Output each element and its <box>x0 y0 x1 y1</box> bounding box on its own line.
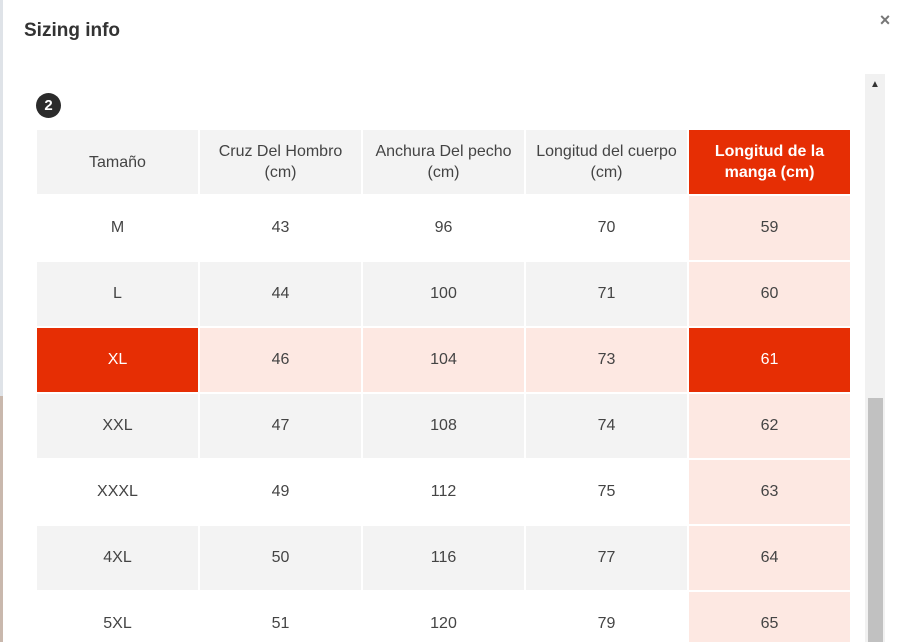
close-button[interactable]: × <box>879 10 891 30</box>
header-body-length: Longitud del cuerpo (cm) <box>526 130 687 194</box>
chest-cell: 120 <box>363 592 524 642</box>
sleeve-length-cell: 62 <box>689 394 850 458</box>
chest-cell: 112 <box>363 460 524 524</box>
table-body: M 43 96 70 59 L 44 100 71 60 XL 46 104 73 61 XXL 47 108 74… <box>37 196 850 642</box>
chest-cell: 100 <box>363 262 524 326</box>
table-row: XXL 47 108 74 62 <box>37 394 850 458</box>
header-chest: Anchura Del pecho (cm) <box>363 130 524 194</box>
size-cell: 4XL <box>37 526 198 590</box>
background-edge-lower <box>0 396 3 642</box>
header-shoulder: Cruz Del Hombro (cm) <box>200 130 361 194</box>
size-cell: XL <box>37 328 198 392</box>
scroll-up-arrow-icon[interactable]: ▲ <box>870 79 880 90</box>
size-table-container: Tamaño Cruz Del Hombro (cm) Anchura Del … <box>37 130 852 642</box>
sleeve-length-cell: 64 <box>689 526 850 590</box>
body-length-cell: 75 <box>526 460 687 524</box>
step-number-badge: 2 <box>36 93 61 118</box>
chest-cell: 96 <box>363 196 524 260</box>
size-cell: M <box>37 196 198 260</box>
table-row: 5XL 51 120 79 65 <box>37 592 850 642</box>
table-header-row: Tamaño Cruz Del Hombro (cm) Anchura Del … <box>37 130 850 194</box>
scrollbar-thumb[interactable] <box>868 398 883 642</box>
header-size: Tamaño <box>37 130 198 194</box>
body-length-cell: 70 <box>526 196 687 260</box>
table-row: M 43 96 70 59 <box>37 196 850 260</box>
chest-cell: 108 <box>363 394 524 458</box>
table-row: XL 46 104 73 61 <box>37 328 850 392</box>
table-row: 4XL 50 116 77 64 <box>37 526 850 590</box>
body-length-cell: 71 <box>526 262 687 326</box>
sleeve-length-cell: 63 <box>689 460 850 524</box>
body-length-cell: 73 <box>526 328 687 392</box>
chest-cell: 104 <box>363 328 524 392</box>
table-row: L 44 100 71 60 <box>37 262 850 326</box>
header-sleeve-length: Longitud de la manga (cm) <box>689 130 850 194</box>
shoulder-cell: 47 <box>200 394 361 458</box>
sleeve-length-cell: 65 <box>689 592 850 642</box>
body-length-cell: 77 <box>526 526 687 590</box>
shoulder-cell: 44 <box>200 262 361 326</box>
sleeve-length-cell: 60 <box>689 262 850 326</box>
chest-cell: 116 <box>363 526 524 590</box>
size-cell: XXXL <box>37 460 198 524</box>
body-length-cell: 74 <box>526 394 687 458</box>
shoulder-cell: 49 <box>200 460 361 524</box>
sleeve-length-cell: 59 <box>689 196 850 260</box>
shoulder-cell: 51 <box>200 592 361 642</box>
body-length-cell: 79 <box>526 592 687 642</box>
shoulder-cell: 46 <box>200 328 361 392</box>
size-table: Tamaño Cruz Del Hombro (cm) Anchura Del … <box>37 130 852 642</box>
shoulder-cell: 50 <box>200 526 361 590</box>
scrollbar[interactable]: ▲ <box>865 74 885 642</box>
sleeve-length-cell: 61 <box>689 328 850 392</box>
shoulder-cell: 43 <box>200 196 361 260</box>
sizing-info-modal: Sizing info × 2 Tamaño Cruz Del Hombro (… <box>3 0 902 642</box>
size-cell: XXL <box>37 394 198 458</box>
modal-title: Sizing info <box>24 20 121 41</box>
background-edge <box>0 0 3 642</box>
table-row: XXXL 49 112 75 63 <box>37 460 850 524</box>
size-cell: L <box>37 262 198 326</box>
size-cell: 5XL <box>37 592 198 642</box>
